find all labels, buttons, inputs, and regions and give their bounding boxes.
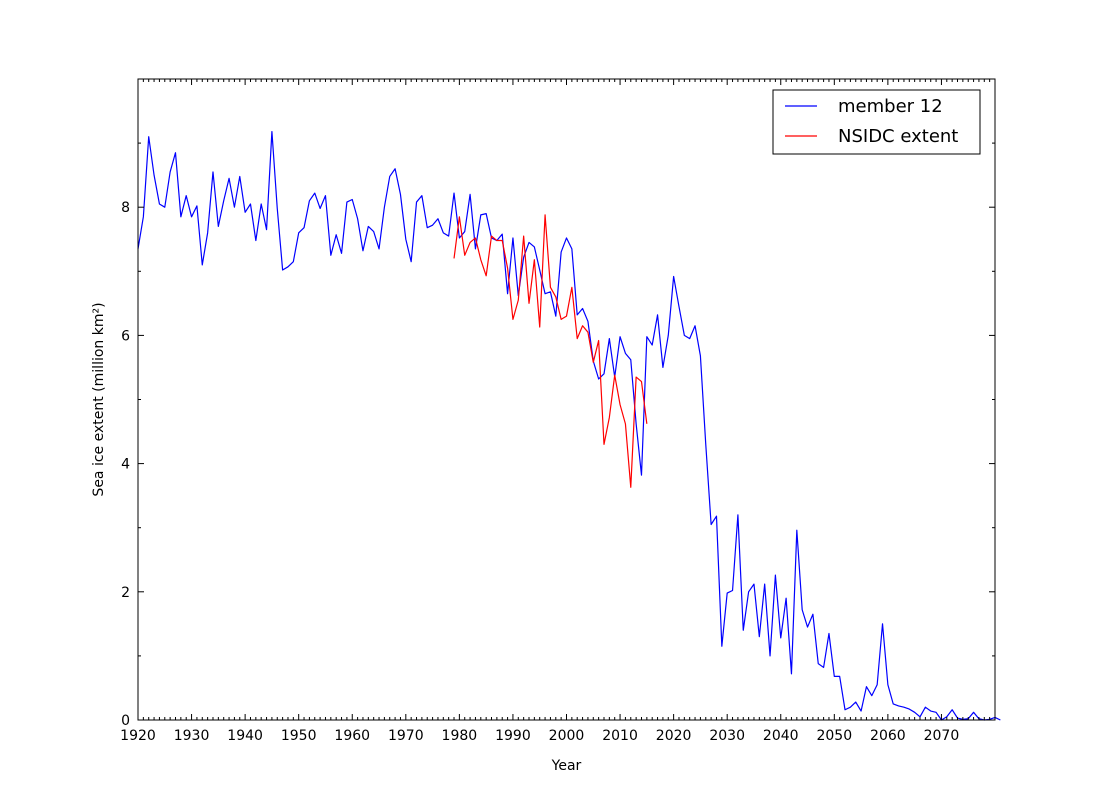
x-tick-label: 2000 (549, 728, 585, 744)
x-tick-label: 1930 (174, 728, 210, 744)
y-tick-label: 4 (121, 457, 130, 473)
legend-label-nsidc-extent: NSIDC extent (838, 126, 958, 147)
y-tick-label: 6 (121, 328, 130, 344)
x-tick-label: 2030 (709, 728, 745, 744)
y-tick-label: 2 (121, 585, 130, 601)
axis-labels: Year Sea ice extent (million km²) (91, 302, 582, 774)
x-tick-label: 2020 (656, 728, 692, 744)
x-tick-label: 1940 (227, 728, 263, 744)
x-tick-label: 1950 (281, 728, 317, 744)
x-tick-label: 1970 (388, 728, 424, 744)
x-tick-label: 2050 (816, 728, 852, 744)
legend-box (772, 89, 981, 155)
x-tick-label: 1920 (120, 728, 156, 744)
x-tick-label: 2060 (870, 728, 906, 744)
y-axis-label: Sea ice extent (million km²) (91, 302, 107, 496)
x-tick-label: 2070 (924, 728, 960, 744)
x-tick-label: 1980 (442, 728, 478, 744)
x-tick-label: 2040 (763, 728, 799, 744)
x-axis-label: Year (551, 758, 582, 774)
x-tick-label: 1960 (334, 728, 370, 744)
axis-ticks: 1920 1930 1940 1950 1960 1970 1980 1990 2000 2010… (120, 78, 996, 744)
plot-area (137, 130, 1001, 721)
legend: member 12 NSIDC extent (772, 89, 981, 155)
series-line-nsidc-extent (453, 214, 648, 488)
x-tick-label: 1990 (495, 728, 531, 744)
x-tick-label: 2010 (602, 728, 638, 744)
legend-label-member-12: member 12 (838, 96, 943, 117)
y-tick-label: 8 (121, 200, 130, 216)
series-line-member-12 (137, 130, 1001, 721)
y-tick-label: 0 (121, 713, 130, 729)
